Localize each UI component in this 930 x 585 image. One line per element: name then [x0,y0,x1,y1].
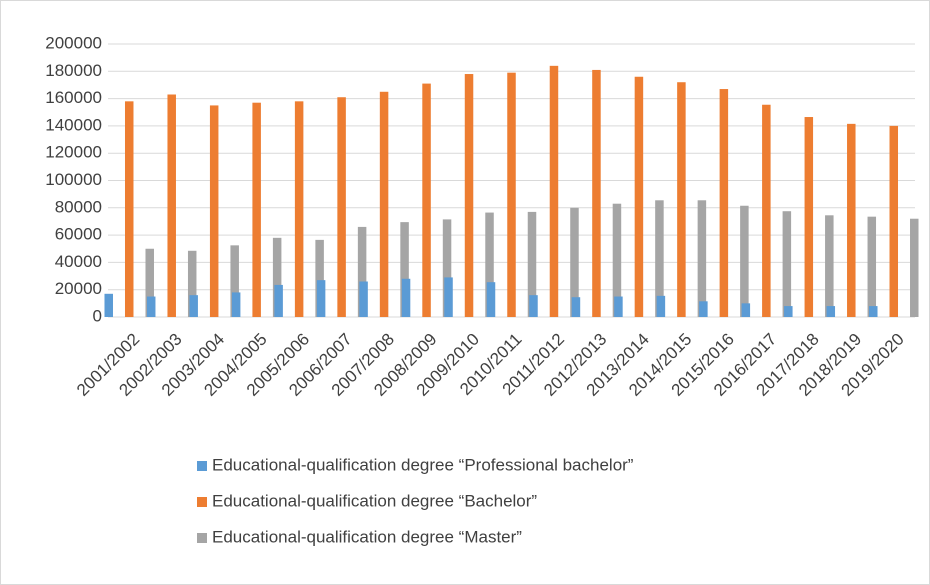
bar [464,74,474,317]
bar [784,306,793,317]
bar [826,306,836,317]
bar [697,200,707,317]
bar [337,97,346,317]
bar [699,301,708,317]
bar [782,211,792,317]
bar [230,245,239,317]
bar [910,218,919,317]
bar [316,280,326,317]
legend-swatch [197,497,207,507]
bar [592,69,601,317]
y-tick-label: 200000 [45,33,102,52]
bar [507,72,516,317]
y-tick-label: 0 [93,306,102,325]
bar [124,101,134,317]
bar [889,125,899,318]
bar [146,296,156,317]
bar [400,222,409,317]
bar [359,281,368,317]
bar [612,203,622,317]
bar [570,207,579,317]
bar [231,292,241,317]
bar [571,297,581,317]
bar [804,117,814,317]
legend-label: Educational-qualification degree “Bachel… [212,491,537,510]
bar [549,65,559,317]
y-tick-label: 60000 [55,225,102,244]
y-tick-label: 160000 [45,88,102,107]
y-tick-label: 180000 [45,61,102,80]
bar [104,293,113,317]
y-tick-label: 20000 [55,279,102,298]
bar [719,89,729,317]
legend-swatch [197,461,207,471]
bar [294,101,304,317]
y-tick-label: 40000 [55,252,102,271]
bar [677,82,686,317]
bar [145,248,154,317]
bar [655,200,664,317]
bar [762,104,771,318]
bar [614,296,623,317]
bar [401,278,411,317]
legend-label: Educational-qualification degree “Master… [212,527,522,546]
legend-swatch [197,533,207,543]
bar [187,250,197,317]
bar [357,226,367,317]
bar [867,216,877,317]
bar [252,102,261,317]
bar [485,212,494,317]
bar [486,282,496,317]
bar [442,219,452,317]
y-tick-label: 80000 [55,197,102,216]
bar [444,277,453,317]
bar [379,91,389,318]
bar [167,94,176,317]
y-tick-label: 120000 [45,143,102,162]
bar [527,211,537,317]
bar [209,105,219,317]
bar [869,306,878,317]
y-tick-label: 100000 [45,170,102,189]
bar [634,76,644,317]
bar [847,123,856,317]
bar [189,295,198,317]
bar [422,83,431,318]
bar [315,239,324,317]
bar [529,295,538,317]
y-tick-label: 140000 [45,115,102,134]
bar [741,303,751,317]
bar [656,295,666,317]
bar [274,284,283,317]
legend-label: Educational-qualification degree “Profes… [212,455,634,474]
bar [825,215,834,317]
bar [740,205,749,317]
bar [272,237,282,317]
